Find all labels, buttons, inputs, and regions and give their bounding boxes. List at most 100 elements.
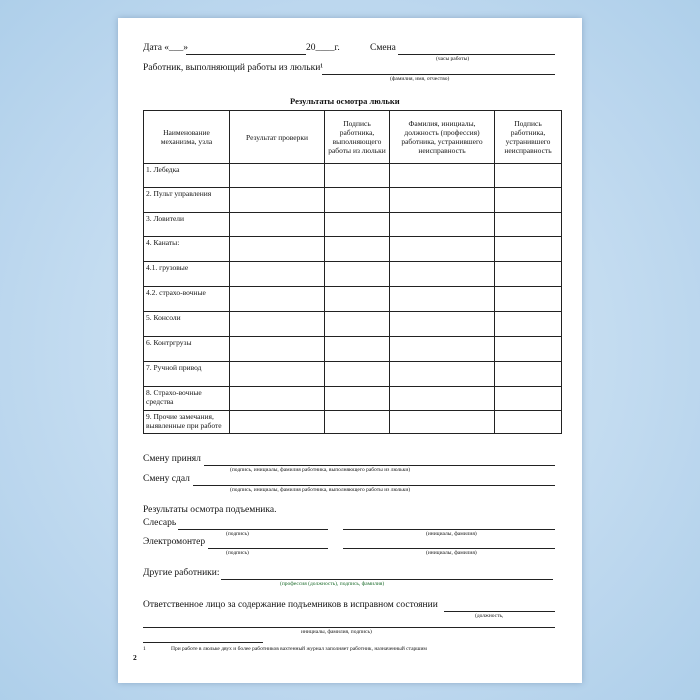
table-cell[interactable] [494, 361, 562, 387]
table-cell[interactable] [229, 311, 325, 337]
shift-accepted-label: Смену принял [143, 454, 201, 464]
column-header: Наименование механизма, узла [143, 110, 230, 164]
table-cell[interactable] [494, 212, 562, 237]
electrician-signature-field[interactable] [208, 548, 328, 549]
table-cell[interactable] [389, 386, 495, 411]
table-row: 9. Прочие замечания, выявленные при рабо… [143, 410, 562, 434]
table-cell[interactable] [494, 386, 562, 411]
table-title: Результаты осмотра люльки [290, 96, 400, 106]
responsible-hint-2: инициалы, фамилия, подпись) [301, 629, 372, 635]
row-label: 5. Консоли [143, 311, 230, 337]
table-cell[interactable] [389, 361, 495, 387]
table-row: 4. Канаты: [143, 236, 562, 262]
row-label: 9. Прочие замечания, выявленные при рабо… [143, 410, 230, 434]
row-label: 4.1. грузовые [143, 261, 230, 287]
worker-hint: (фамилия, имя, отчество) [390, 76, 450, 82]
other-workers-label: Другие работники: [143, 568, 220, 578]
responsible-hint-1: (должность, [475, 613, 504, 619]
table-cell[interactable] [324, 336, 390, 362]
table-cell[interactable] [229, 236, 325, 262]
table-cell[interactable] [324, 236, 390, 262]
table-cell[interactable] [324, 187, 390, 213]
table-cell[interactable] [389, 236, 495, 262]
table-cell[interactable] [389, 261, 495, 287]
table-cell[interactable] [229, 386, 325, 411]
table-cell[interactable] [389, 187, 495, 213]
other-workers-field[interactable] [221, 579, 553, 580]
date-field[interactable] [186, 54, 306, 55]
table-cell[interactable] [494, 261, 562, 287]
locksmith-name-field[interactable] [343, 529, 555, 530]
row-label: 1. Лебедка [143, 163, 230, 188]
table-cell[interactable] [229, 361, 325, 387]
initials-hint: (инициалы, фамилия) [426, 550, 477, 556]
table-cell[interactable] [229, 286, 325, 312]
table-cell[interactable] [324, 410, 390, 434]
worker-label: Работник, выполняющий работы из люльки¹ [143, 63, 324, 73]
table-cell[interactable] [494, 410, 562, 434]
table-cell[interactable] [229, 212, 325, 237]
table-cell[interactable] [389, 336, 495, 362]
shift-accepted-field[interactable] [204, 465, 555, 466]
footnote-mark: 1 [143, 646, 146, 652]
signature-hint: (подпись) [226, 531, 249, 537]
table-cell[interactable] [229, 336, 325, 362]
footnote-divider [143, 642, 263, 643]
table-cell[interactable] [389, 212, 495, 237]
footnote-text: При работе в люльке двух и более работни… [171, 646, 427, 652]
locksmith-label: Слесарь [143, 518, 177, 528]
shift-hint: (часы работы) [436, 56, 470, 62]
row-label: 4.2. страхо-вочные [143, 286, 230, 312]
table-cell[interactable] [389, 311, 495, 337]
table-cell[interactable] [229, 410, 325, 434]
table-cell[interactable] [324, 286, 390, 312]
table-cell[interactable] [494, 236, 562, 262]
table-cell[interactable] [389, 286, 495, 312]
responsible-label: Ответственное лицо за содержание подъемн… [143, 600, 438, 610]
row-label: 2. Пульт управления [143, 187, 230, 213]
locksmith-signature-field[interactable] [178, 529, 328, 530]
table-cell[interactable] [229, 187, 325, 213]
table-row: 5. Консоли [143, 311, 562, 337]
shift-handed-field[interactable] [193, 485, 555, 486]
table-cell[interactable] [324, 212, 390, 237]
table-row: 4.1. грузовые [143, 261, 562, 287]
initials-hint: (инициалы, фамилия) [426, 531, 477, 537]
shift-accepted-hint: (подпись, инициалы, фамилия работника, в… [230, 467, 411, 473]
row-label: 7. Ручной привод [143, 361, 230, 387]
column-header: Фамилия, инициалы, должность (профессия)… [389, 110, 495, 164]
table-cell[interactable] [389, 163, 495, 188]
year-label: 20____г. [306, 43, 340, 53]
table-row: 3. Ловители [143, 212, 562, 237]
electrician-name-field[interactable] [343, 548, 555, 549]
table-row: 6. Контргрузы [143, 336, 562, 362]
row-label: 8. Страхо-вочные средства [143, 386, 230, 411]
table-cell[interactable] [389, 410, 495, 434]
table-cell[interactable] [494, 187, 562, 213]
table-cell[interactable] [494, 286, 562, 312]
table-cell[interactable] [229, 163, 325, 188]
electrician-label: Электромонтер [143, 537, 206, 547]
other-workers-hint: (профессия (должность), подпись, фамилия… [280, 581, 385, 587]
table-cell[interactable] [324, 261, 390, 287]
shift-label: Смена [370, 43, 396, 53]
inspection-table: Наименование механизма, узла Результат п… [143, 110, 562, 434]
responsible-position-field[interactable] [444, 611, 555, 612]
column-header: Результат проверки [229, 110, 325, 164]
table-cell[interactable] [229, 261, 325, 287]
responsible-name-field[interactable] [143, 627, 555, 628]
table-row: 7. Ручной привод [143, 361, 562, 387]
table-cell[interactable] [324, 361, 390, 387]
table-cell[interactable] [494, 163, 562, 188]
table-cell[interactable] [324, 311, 390, 337]
table-cell[interactable] [324, 386, 390, 411]
row-label: 4. Канаты: [143, 236, 230, 262]
table-cell[interactable] [494, 336, 562, 362]
row-label: 6. Контргрузы [143, 336, 230, 362]
table-cell[interactable] [494, 311, 562, 337]
worker-field[interactable] [322, 74, 555, 75]
signature-hint: (подпись) [226, 550, 249, 556]
table-cell[interactable] [324, 163, 390, 188]
column-header: Подпись работника, устранившего неисправ… [494, 110, 562, 164]
shift-field[interactable] [398, 54, 555, 55]
